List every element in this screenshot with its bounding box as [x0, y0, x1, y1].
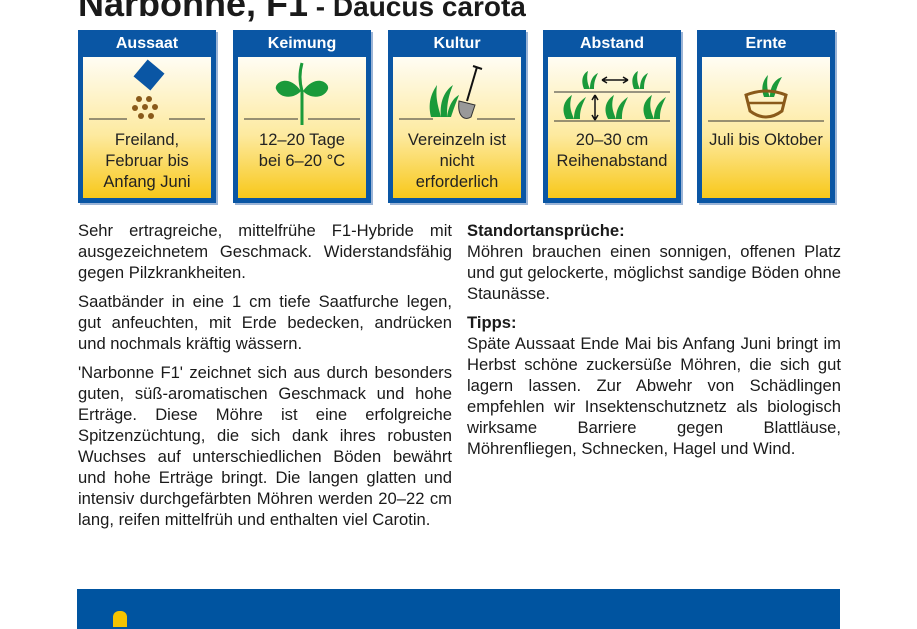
- card-body: Juli bis Oktober: [702, 57, 830, 198]
- product-title: Narbonne, F1 - Daucus carota: [78, 0, 526, 25]
- footer-banner: [77, 589, 840, 629]
- card-body: Vereinzeln ist nicht erforderlich: [393, 57, 521, 198]
- info-card-aussaat: Aussaat Freiland, Februar bis Anfang Juni: [78, 30, 216, 203]
- description-paragraph: Sehr ertragreiche, mittelfrühe F1-Hybrid…: [78, 221, 452, 282]
- card-text-line: Februar bis: [105, 152, 189, 170]
- location-heading: Standortansprüche:: [467, 221, 625, 240]
- card-text-line: Reihenabstand: [556, 152, 668, 170]
- info-card-kultur: Kultur Vereinzeln ist nicht erforderlich: [388, 30, 526, 203]
- sowing-paragraph: Saatbänder in eine 1 cm tiefe Saatfurche…: [78, 292, 452, 353]
- seedling-icon: [244, 62, 360, 125]
- card-text-line: Freiland,: [114, 131, 180, 149]
- location-paragraph: Möhren brauchen einen sonnigen, offenen …: [467, 242, 841, 303]
- plant-shovel-icon: [399, 65, 515, 120]
- card-text-line: bei 6–20 °C: [258, 152, 346, 170]
- card-text-line: Anfang Juni: [103, 173, 191, 191]
- harvest-basket-icon: [708, 75, 824, 122]
- variety-paragraph: 'Narbonne F1' zeichnet sich aus durch be…: [78, 363, 452, 529]
- seed-sowing-icon: [89, 59, 205, 120]
- tips-paragraph: Späte Aussaat Ende Mai bis Anfang Juni b…: [467, 334, 841, 458]
- description-column: Sehr ertragreiche, mittelfrühe F1-Hybrid…: [78, 220, 452, 538]
- latin-name: - Daucus carota: [308, 0, 526, 22]
- card-text: 12–20 Tage bei 6–20 °C: [238, 130, 366, 172]
- variety-name: Narbonne, F1: [78, 0, 309, 24]
- card-text-line: Vereinzeln ist: [407, 131, 507, 149]
- card-header: Aussaat: [115, 35, 179, 52]
- card-text: Vereinzeln ist nicht erforderlich: [393, 130, 521, 193]
- info-card-keimung: Keimung 12–20 Tage bei 6–20 °C: [233, 30, 371, 203]
- logo-icon: [113, 611, 127, 627]
- tips-heading: Tipps:: [467, 313, 517, 332]
- card-text: Juli bis Oktober: [702, 130, 830, 151]
- plant-spacing-icon: [554, 71, 670, 122]
- card-text-line: 12–20 Tage: [259, 131, 345, 149]
- card-header: Kultur: [433, 35, 481, 52]
- card-body: 12–20 Tage bei 6–20 °C: [238, 57, 366, 198]
- card-header: Ernte: [745, 35, 787, 52]
- card-text-line: erforderlich: [415, 173, 499, 191]
- card-text: Freiland, Februar bis Anfang Juni: [83, 130, 211, 193]
- card-text: 20–30 cm Reihenabstand: [548, 130, 676, 172]
- card-header: Keimung: [267, 35, 337, 52]
- card-text-line: nicht: [439, 152, 475, 170]
- info-card-abstand: Abstand 20–30 cm Reihenabstand: [543, 30, 681, 203]
- card-text-line: Juli bis Oktober: [709, 131, 823, 149]
- card-text-line: 20–30 cm: [575, 131, 649, 149]
- info-card-ernte: Ernte Juli bis Oktober: [697, 30, 835, 203]
- card-header: Abstand: [580, 35, 644, 52]
- card-body: Freiland, Februar bis Anfang Juni: [83, 57, 211, 198]
- card-body: 20–30 cm Reihenabstand: [548, 57, 676, 198]
- info-column: Standortansprüche: Möhren brauchen einen…: [467, 220, 841, 467]
